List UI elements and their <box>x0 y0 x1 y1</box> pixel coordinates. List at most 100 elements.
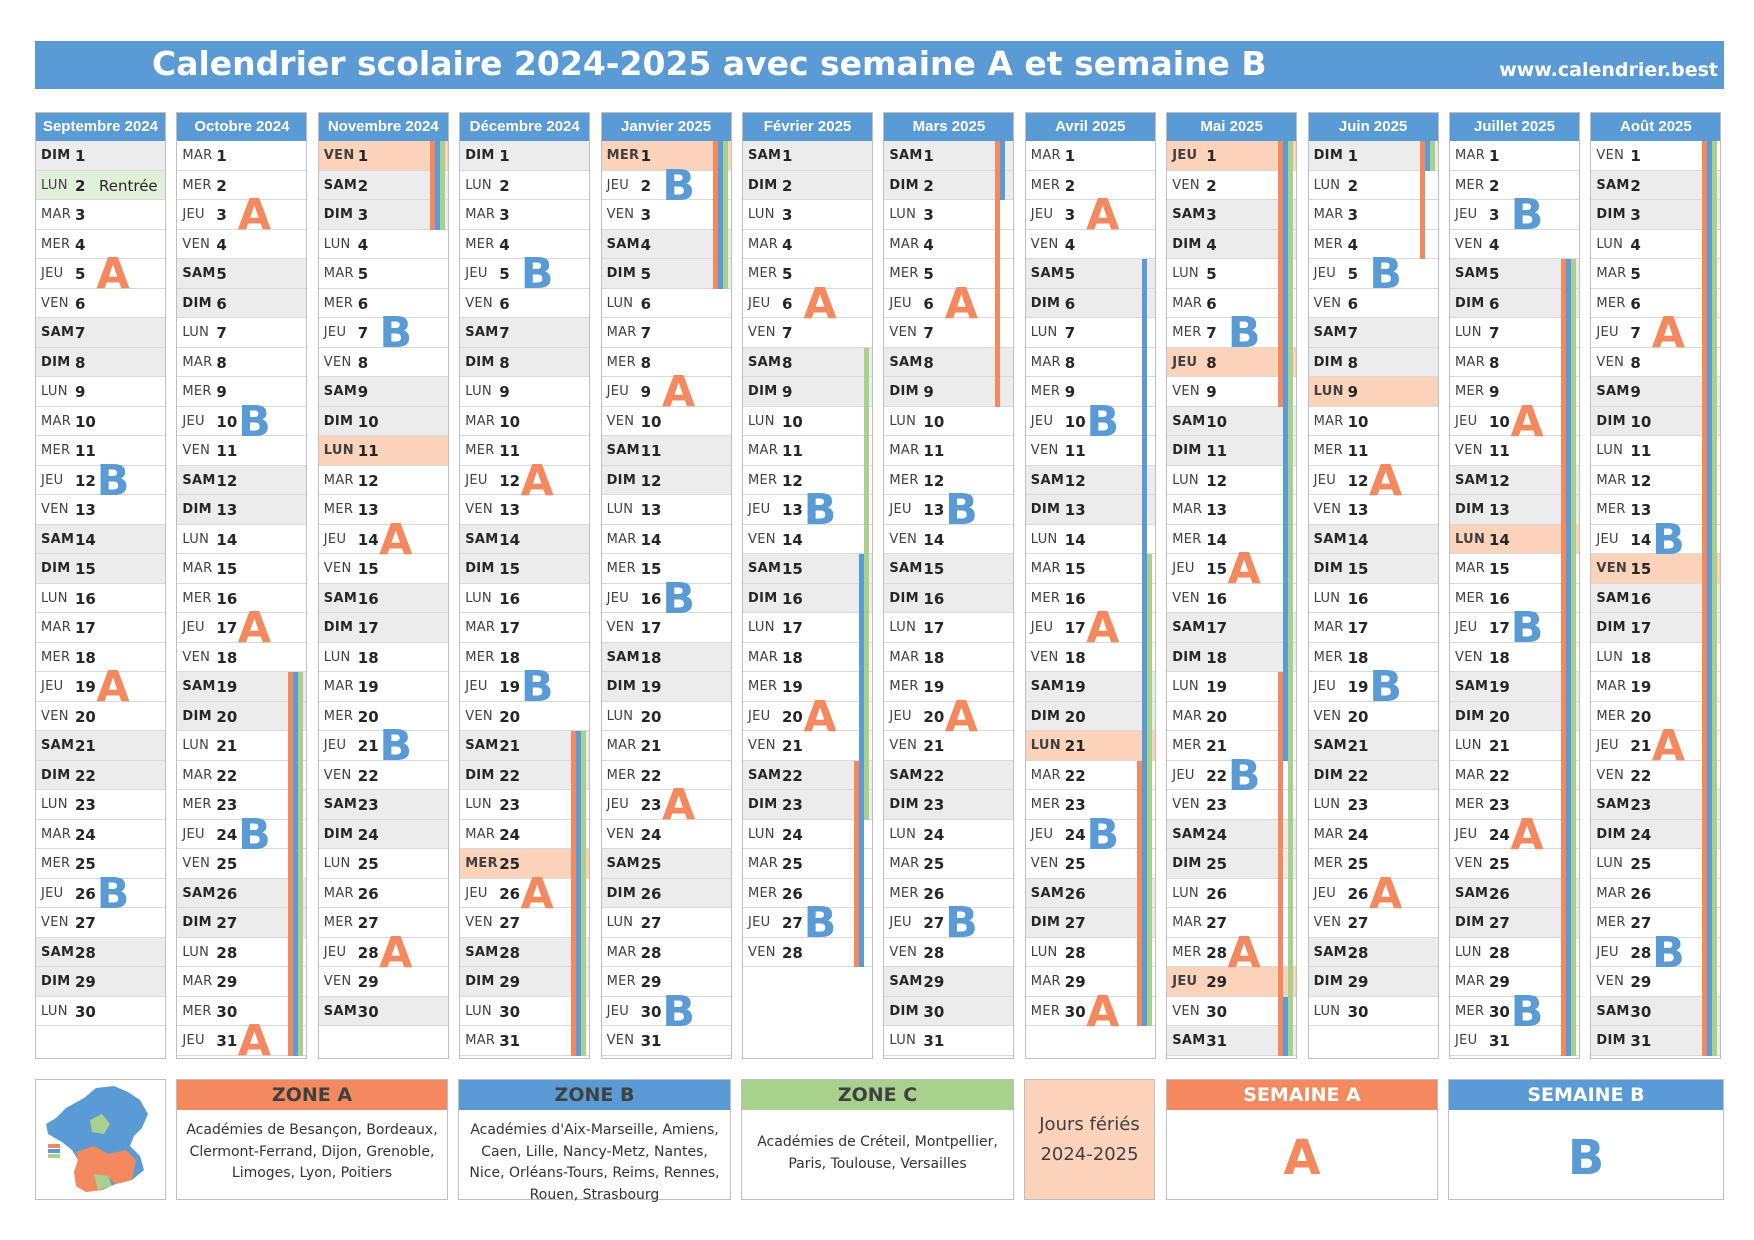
week-letter: B <box>945 485 978 535</box>
weekday-label: MER <box>889 885 919 901</box>
day-number: 31 <box>216 1032 238 1050</box>
weekday-label: DIM <box>889 590 919 606</box>
page-title: Calendrier scolaire 2024-2025 avec semai… <box>152 44 1267 83</box>
day-number: 24 <box>1347 825 1369 844</box>
zone-b-holiday-bar <box>1283 996 1289 1056</box>
weekday-label: SAM <box>1455 885 1489 901</box>
day-number: 22 <box>1347 766 1369 785</box>
day-number: 27 <box>357 914 379 932</box>
day-row: MAR 13 <box>1167 495 1297 525</box>
weekday-label: MER <box>606 148 640 163</box>
day-number: 24 <box>640 825 662 844</box>
weekday-label: MAR <box>1313 413 1344 429</box>
weekday-label: JEU <box>1172 767 1195 783</box>
day-row: VEN 22 <box>1591 760 1721 790</box>
weekday-label: DIM <box>1172 856 1202 871</box>
day-number: 22 <box>923 766 945 785</box>
day-number: 8 <box>357 353 369 372</box>
day-number: 6 <box>1064 294 1076 313</box>
day-row: MAR 31 <box>460 1026 590 1056</box>
weekday-label: VEN <box>1172 590 1200 606</box>
day-number: 27 <box>640 914 662 932</box>
weekday-label: MER <box>1455 590 1485 606</box>
day-number: 3 <box>1347 206 1359 224</box>
month-column: Août 2025 VEN 1 SAM 2 DIM 3 LUN 4 MAR 5 MER 6 JEU 7 VEN… <box>1590 112 1722 1059</box>
day-number: 5 <box>499 265 510 283</box>
day-row: VEN 9 <box>1167 377 1297 407</box>
weekday-label: LUN <box>465 384 492 399</box>
weekday-label: VEN <box>323 767 352 783</box>
weekday-label: LUN <box>1596 443 1624 458</box>
empty-cell <box>1025 1026 1155 1056</box>
day-number: 20 <box>75 707 96 726</box>
day-number: 9 <box>1630 383 1641 401</box>
day-number: 30 <box>1206 1002 1228 1021</box>
day-number: 7 <box>499 324 510 342</box>
weekday-label: MER <box>1455 797 1485 812</box>
day-row: LUN 25 <box>1591 849 1721 879</box>
day-row: DIM 8 <box>36 347 165 377</box>
weekday-label: DIM <box>465 148 495 163</box>
day-row: MAR 3 <box>36 200 165 230</box>
day-number: 22 <box>1489 766 1510 785</box>
day-row: SAM 15 <box>884 554 1014 584</box>
weekday-label: VEN <box>889 944 918 960</box>
day-row: MAR 21 <box>601 731 731 761</box>
day-number: 20 <box>216 707 238 726</box>
month-column: Juin 2025 DIM 1 LUN 2 MAR 3 MER 4 JEU 5 VEN 6 SAM 7 DIM… <box>1307 112 1439 1059</box>
weekday-label: SAM <box>889 974 923 989</box>
day-number: 8 <box>640 353 652 372</box>
day-number: 2 <box>640 176 652 195</box>
day-number: 29 <box>499 973 521 991</box>
weekday-label: MAR <box>889 649 920 665</box>
weekday-label: LUN <box>323 236 351 252</box>
day-number: 26 <box>357 884 379 903</box>
weekday-label: VEN <box>465 295 493 311</box>
weekday-label: VEN <box>323 561 352 576</box>
day-number: 10 <box>1630 412 1652 431</box>
week-letter: B <box>945 898 978 948</box>
weekday-label: VEN <box>41 915 69 930</box>
day-number: 8 <box>1347 353 1359 372</box>
day-number: 19 <box>1064 678 1086 696</box>
day-row: JEU 17 <box>1450 613 1579 643</box>
weekday-label: DIM <box>748 177 778 193</box>
day-number: 29 <box>75 973 96 991</box>
day-row: DIM 10 <box>1591 406 1721 436</box>
weekday-label: MAR <box>606 738 637 753</box>
day-number: 8 <box>499 353 510 372</box>
weekday-label: MER <box>182 1003 212 1019</box>
month-header: Juillet 2025 <box>1450 113 1579 141</box>
day-row: DIM 13 <box>1450 495 1579 525</box>
weekday-label: MER <box>41 649 71 665</box>
day-row: SAM 21 <box>460 731 590 761</box>
week-letter: A <box>1651 308 1686 358</box>
day-row: LUN 12 <box>1167 465 1297 495</box>
weekday-label: VEN <box>41 295 69 311</box>
day-row: VEN 7 <box>743 318 872 348</box>
weekday-label: LUN <box>1596 649 1624 665</box>
day-number: 20 <box>1206 707 1228 726</box>
week-letter: B <box>520 249 554 299</box>
week-letter: A <box>237 1016 272 1066</box>
weekday-label: MAR <box>41 413 72 429</box>
weekday-label: DIM <box>465 561 495 576</box>
weekday-label: SAM <box>323 384 358 399</box>
day-number: 10 <box>923 412 945 431</box>
day-row: JEU 5 <box>1308 259 1438 289</box>
weekday-label: DIM <box>1172 649 1202 665</box>
day-note: Rentrée <box>99 176 158 195</box>
weekday-label: JEU <box>1455 826 1478 842</box>
day-row: SAM 8 <box>743 347 872 377</box>
day-number: 9 <box>216 383 227 401</box>
day-row: SAM 26 <box>177 878 307 908</box>
day-row: VEN 21 <box>884 731 1014 761</box>
day-number: 23 <box>216 796 238 814</box>
weekday-label: VEN <box>1030 649 1059 665</box>
day-row: SAM 19 <box>1025 672 1155 702</box>
day-number: 4 <box>1347 235 1359 254</box>
day-row: VEN 27 <box>1308 908 1438 938</box>
day-row: DIM 8 <box>460 347 590 377</box>
weekday-label: VEN <box>1596 767 1625 783</box>
day-row: DIM 13 <box>1025 495 1155 525</box>
